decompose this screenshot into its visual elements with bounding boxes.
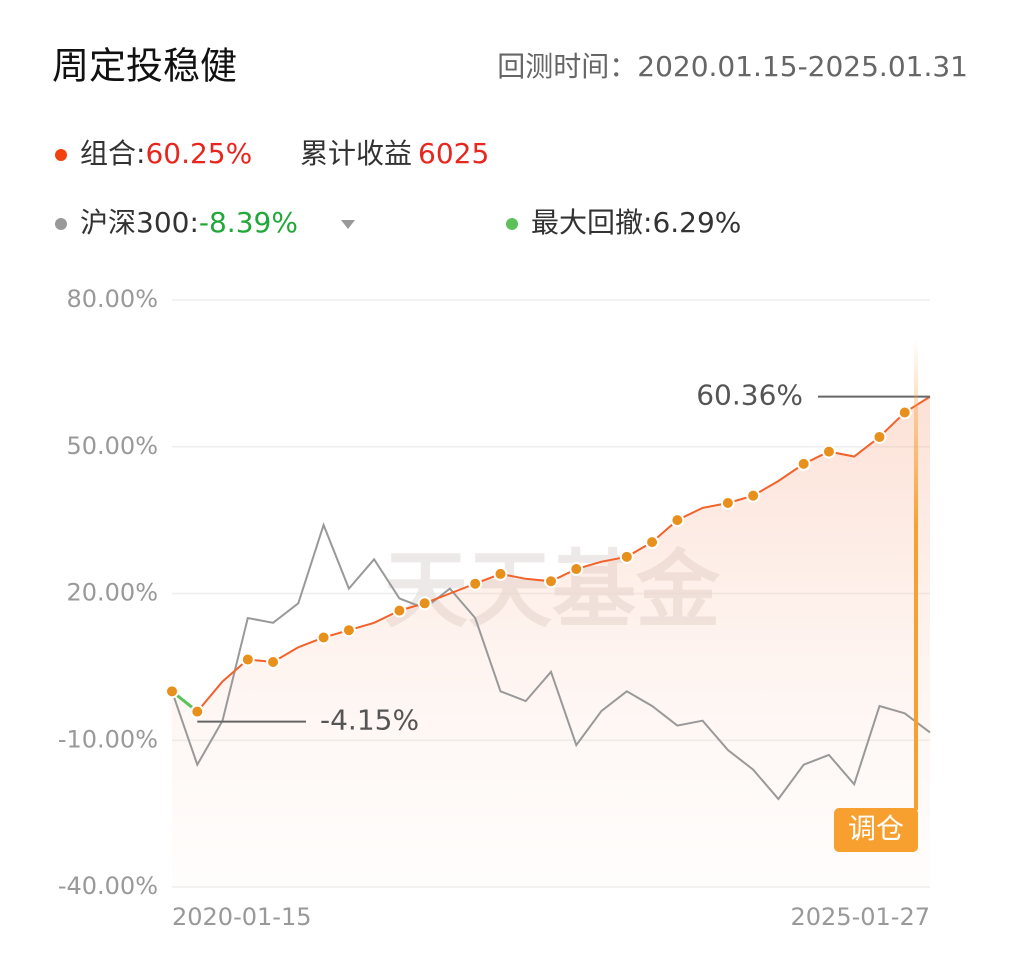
dca-marker <box>569 562 584 577</box>
legend-label: 沪深300: <box>80 206 199 239</box>
legend-row: 沪深300:-8.39% <box>80 206 298 239</box>
legend-label: 组合: <box>80 137 145 170</box>
dca-marker <box>746 488 761 503</box>
dca-marker <box>645 535 660 550</box>
annotation: 60.36% <box>696 379 803 412</box>
dca-marker <box>897 405 912 420</box>
legend-value: 60.25% <box>145 137 252 170</box>
stat-label: 最大回撤: <box>531 206 652 239</box>
stat-label: 累计收益 <box>300 137 412 170</box>
dca-marker <box>544 574 558 589</box>
dca-marker <box>468 576 483 591</box>
stat-value: 6.29% <box>652 206 741 239</box>
y-tick-label: 20.00% <box>66 579 158 607</box>
stat-row: 累计收益 6025 <box>300 137 489 170</box>
series-line <box>171 522 931 801</box>
subtitle: 回测时间：2020.01.15-2025.01.31 <box>497 50 968 83</box>
plot: 80.00% 50.00% 20.00% -10.00% -40.00% 2020-01-… <box>58 285 931 931</box>
y-tick-label: 80.00% <box>66 285 158 313</box>
dca-marker <box>316 630 331 645</box>
area <box>172 396 930 887</box>
dca-marker <box>341 623 356 638</box>
dca-marker <box>872 429 887 444</box>
annotation: -4.15% <box>320 704 419 737</box>
x-tick-label: 2025-01-27 <box>791 903 930 931</box>
dca-marker <box>266 654 281 669</box>
legend-value: -8.39% <box>199 206 298 239</box>
dca-marker <box>821 444 836 459</box>
stat-row: 最大回撤:6.29% <box>531 206 741 239</box>
y-tick-label: -40.00% <box>58 872 158 900</box>
title: 周定投稳健 <box>52 45 237 88</box>
dca-marker <box>670 513 685 528</box>
dropdown[interactable] <box>341 220 355 229</box>
dca-marker <box>796 456 811 471</box>
dca-marker <box>493 566 508 581</box>
dca-marker <box>190 704 205 719</box>
rebalance-label[interactable]: 调仓 <box>848 812 904 845</box>
stat-value: 6025 <box>418 137 489 170</box>
x-tick-label: 2020-01-15 <box>172 903 311 931</box>
y-tick-label: -10.00% <box>58 725 158 753</box>
legend-dot <box>506 218 518 230</box>
rebalance-line <box>914 340 918 810</box>
legend-row: 组合:60.25% <box>80 137 252 170</box>
dca-marker <box>417 596 432 611</box>
legend-dot <box>55 218 67 230</box>
dca-marker <box>619 549 634 564</box>
y-tick-label: 50.00% <box>66 432 158 460</box>
dca-marker <box>720 496 735 511</box>
dca-marker <box>165 684 179 699</box>
dca-marker <box>240 652 255 667</box>
dca-marker <box>392 603 407 618</box>
rebalance-badge <box>834 808 918 852</box>
legend-dot <box>55 149 67 161</box>
